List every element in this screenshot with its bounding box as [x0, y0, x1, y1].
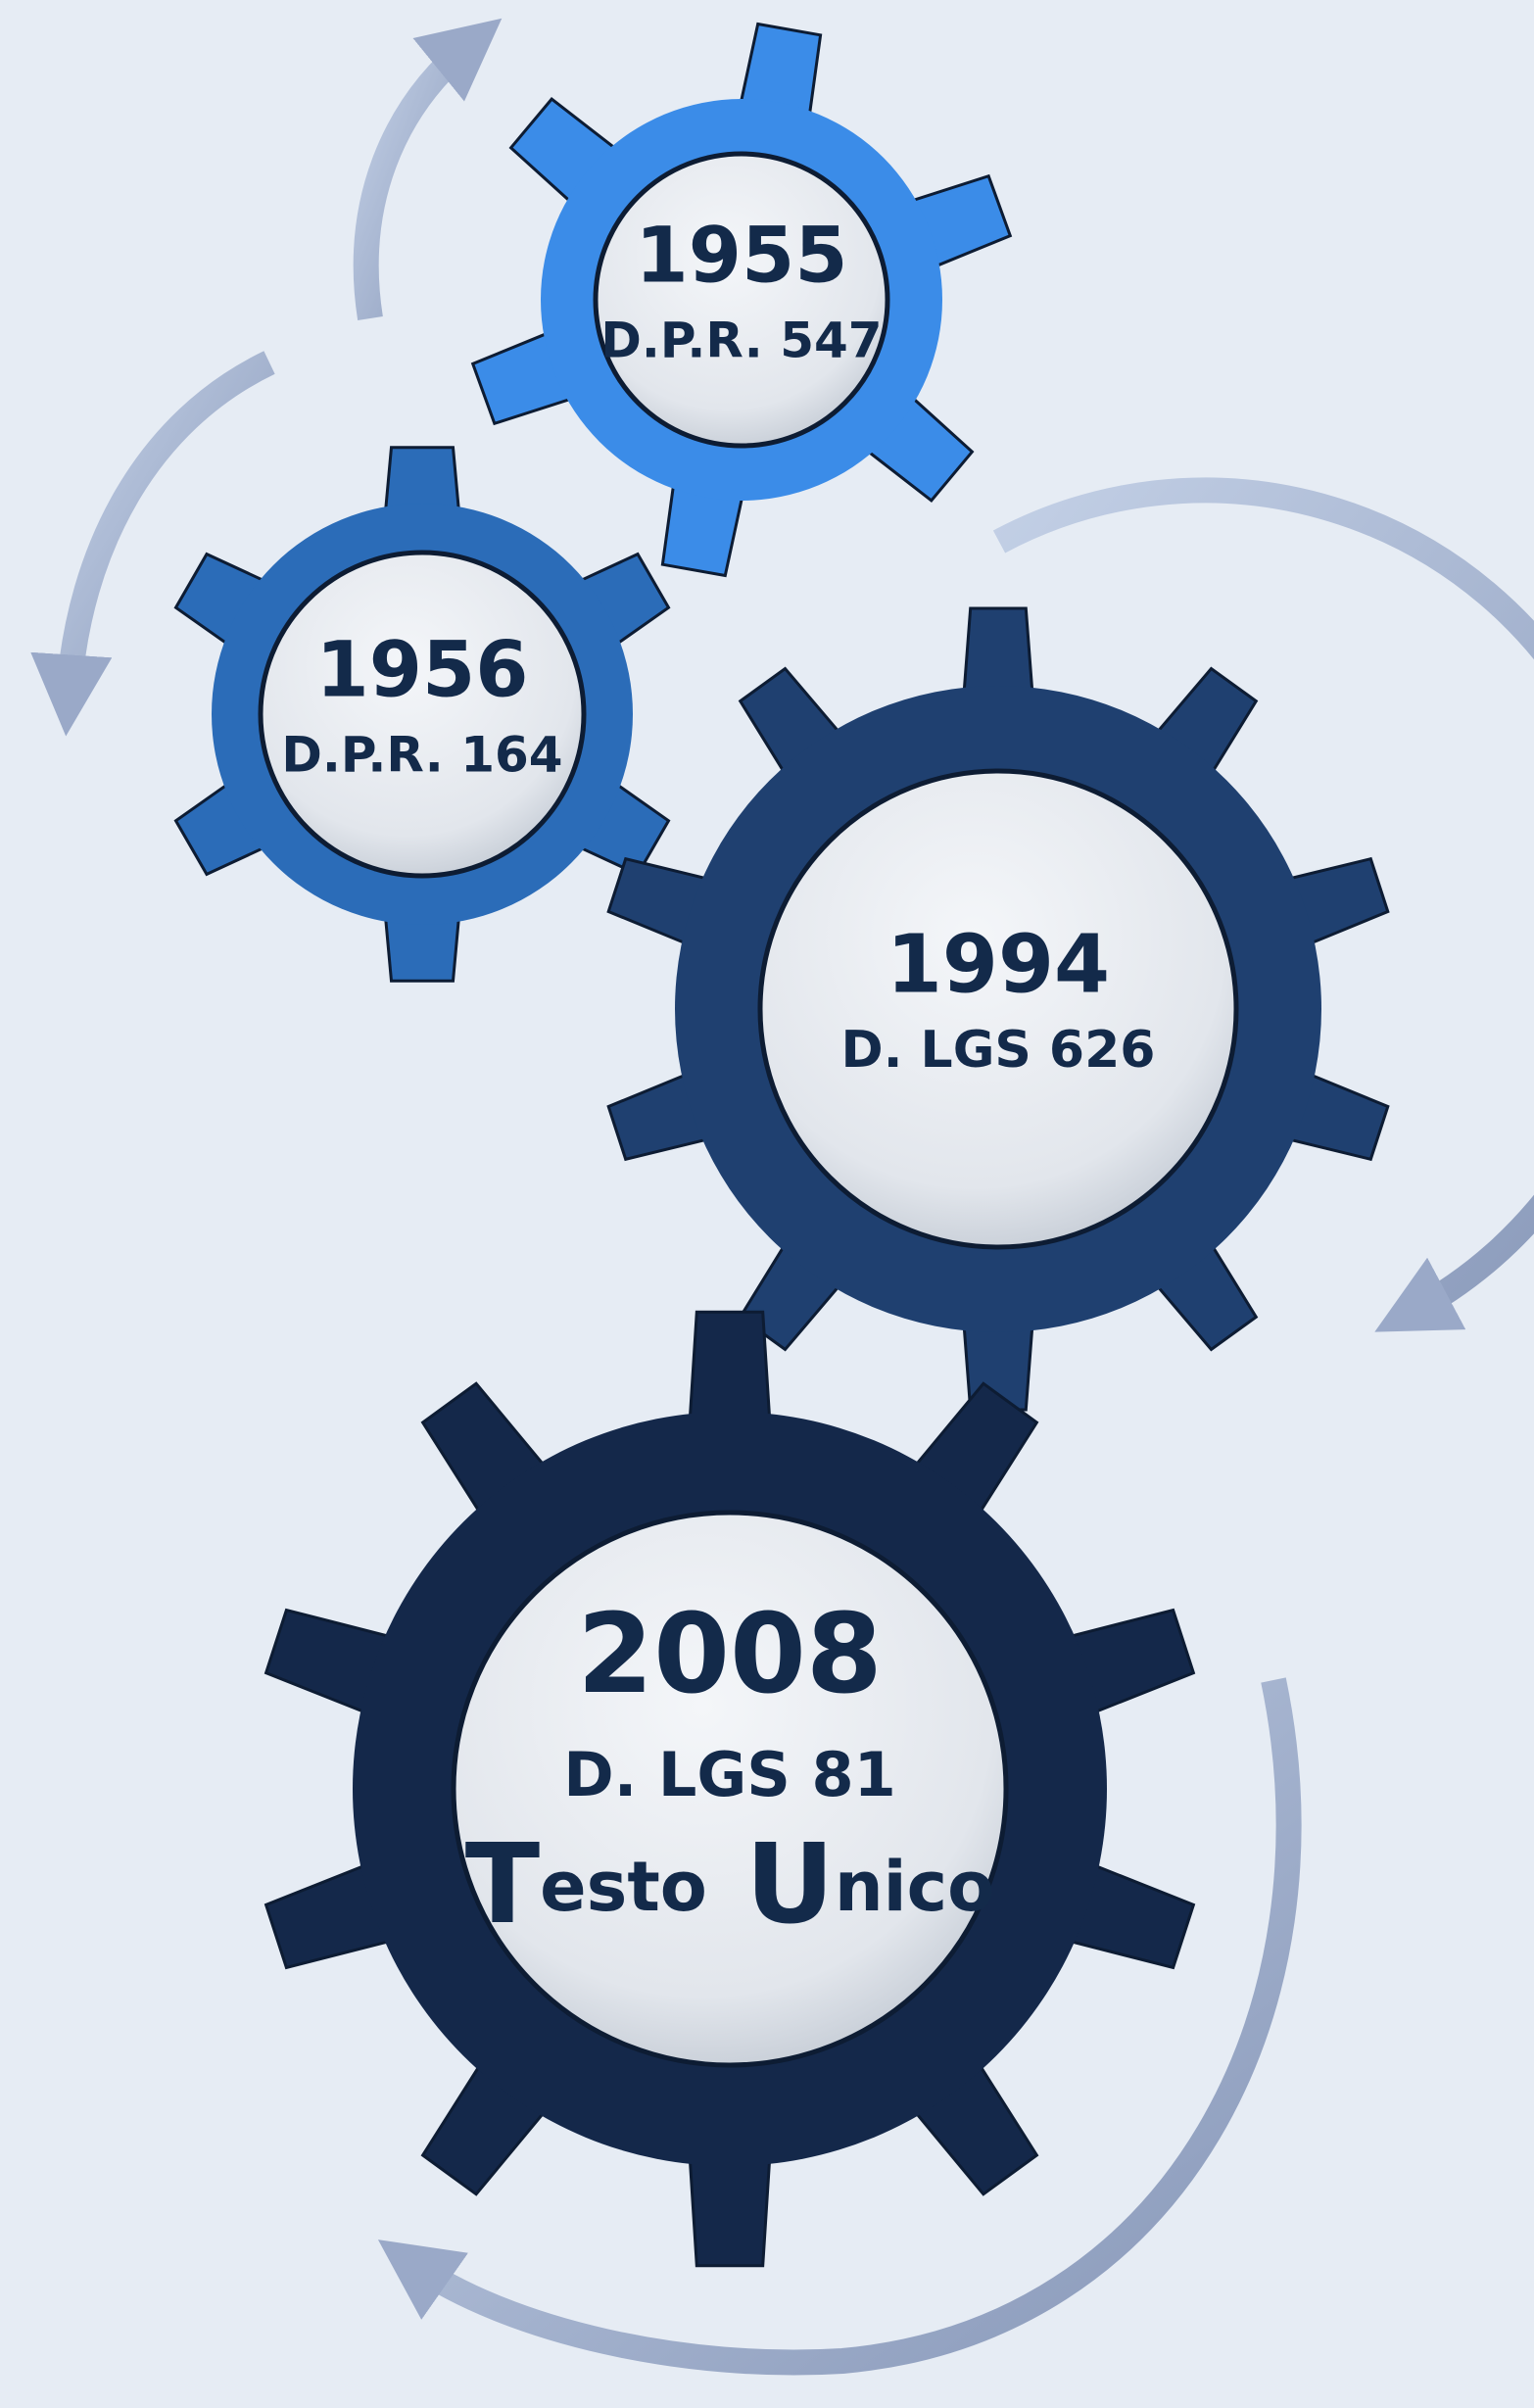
gear-year: 1955 — [635, 212, 847, 300]
gear-label: D.P.R. 547 — [600, 313, 882, 369]
gear-label: D.P.R. 164 — [281, 727, 562, 784]
gear-year: 1956 — [315, 626, 528, 714]
gear-label: D. LGS 626 — [841, 1021, 1156, 1080]
gear-label: D. LGS 81 — [563, 1739, 896, 1810]
gear-year: 1994 — [887, 918, 1110, 1011]
gear-diagram: 1955 D.P.R. 547 1956 D.P.R. 164 1994 D. LGS 6… — [0, 0, 1534, 2408]
gear-year: 2008 — [577, 1591, 883, 1718]
page: 1955 D.P.R. 547 1956 D.P.R. 164 1994 D. LGS 6… — [0, 0, 1534, 2408]
